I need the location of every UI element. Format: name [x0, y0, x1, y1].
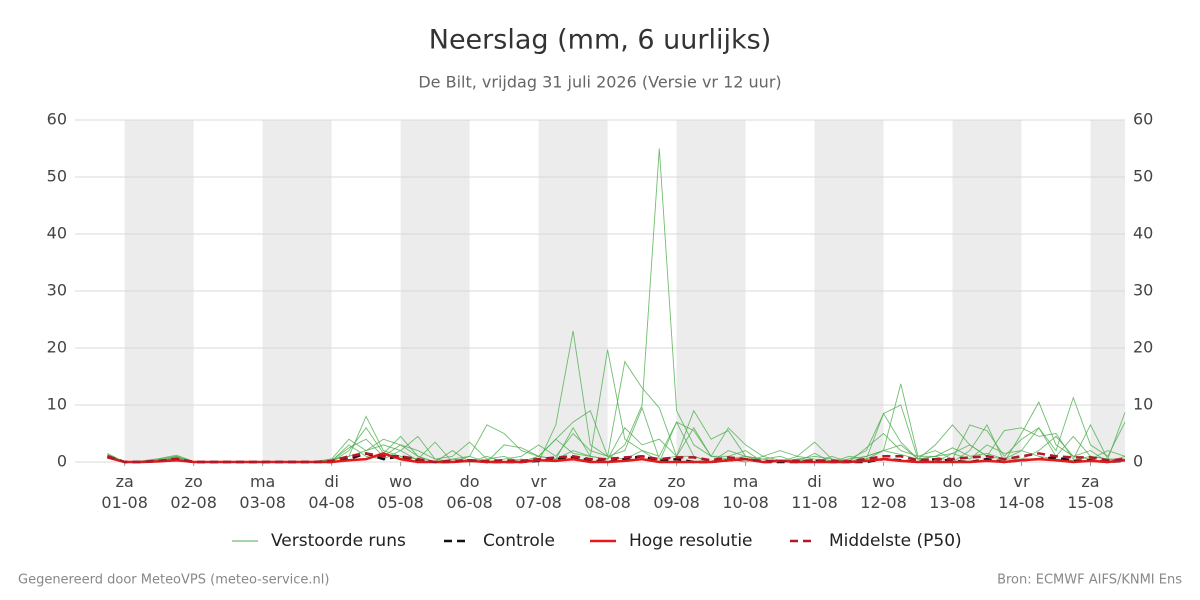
- x-tick-label: za 15-08: [1067, 472, 1114, 512]
- legend-label: Middelste (P50): [829, 531, 962, 551]
- x-tick-label: zo 02-08: [170, 472, 217, 512]
- x-tick-label-line: wo: [872, 472, 895, 491]
- x-tick-label: ma 10-08: [722, 472, 769, 512]
- x-tick-label-line: 06-08: [446, 493, 493, 512]
- y-tick-label: 60: [47, 110, 67, 129]
- x-tick-label: za 01-08: [101, 472, 148, 512]
- y2-tick-label: 10: [1133, 395, 1153, 414]
- y-tick-label: 30: [47, 281, 67, 300]
- x-tick-label-line: za: [598, 472, 616, 491]
- y-tick-label: 40: [47, 224, 67, 243]
- x-tick-label-line: 13-08: [929, 493, 976, 512]
- x-tick-label-line: 14-08: [998, 493, 1045, 512]
- x-tick-label-line: di: [807, 472, 822, 491]
- x-tick-label: di 11-08: [791, 472, 838, 512]
- x-tick-label-line: ma: [250, 472, 275, 491]
- legend-label: Verstoorde runs: [271, 531, 406, 551]
- x-tick-label-line: ma: [733, 472, 758, 491]
- x-tick-label-line: 01-08: [101, 493, 148, 512]
- x-tick-label: ma 03-08: [239, 472, 286, 512]
- x-tick-label-line: do: [943, 472, 963, 491]
- x-tick-label-line: 05-08: [377, 493, 424, 512]
- x-tick-label: vr 14-08: [998, 472, 1045, 512]
- x-tick-label-line: 03-08: [239, 493, 286, 512]
- x-tick-label-line: 10-08: [722, 493, 769, 512]
- x-tick-label-line: 12-08: [860, 493, 907, 512]
- x-tick-label: za 08-08: [584, 472, 631, 512]
- chart-title: Neerslag (mm, 6 uurlijks): [429, 25, 771, 56]
- y2-tick-label: 50: [1133, 167, 1153, 186]
- x-tick-label: di 04-08: [308, 472, 355, 512]
- chart-subtitle: De Bilt, vrijdag 31 juli 2026 (Versie vr…: [418, 73, 781, 92]
- y-tick-label: 10: [47, 395, 67, 414]
- y2-tick-label: 40: [1133, 224, 1153, 243]
- y2-tick-label: 30: [1133, 281, 1153, 300]
- x-tick-label-line: 08-08: [584, 493, 631, 512]
- x-tick-label-line: 11-08: [791, 493, 838, 512]
- footer-right: Bron: ECMWF AIFS/KNMI Ens: [997, 573, 1182, 588]
- y-tick-label: 50: [47, 167, 67, 186]
- y-tick-label: 20: [47, 338, 67, 357]
- x-tick-label-line: vr: [1013, 472, 1029, 491]
- x-tick-label-line: wo: [389, 472, 412, 491]
- y2-tick-label: 60: [1133, 110, 1153, 129]
- x-tick-label-line: 15-08: [1067, 493, 1114, 512]
- x-tick-label-line: 09-08: [653, 493, 700, 512]
- x-tick-label-line: 02-08: [170, 493, 217, 512]
- legend-label: Hoge resolutie: [629, 531, 753, 551]
- x-tick-label-line: zo: [667, 472, 685, 491]
- x-tick-label: vr 07-08: [515, 472, 562, 512]
- x-tick-label-line: za: [116, 472, 134, 491]
- y2-tick-label: 20: [1133, 338, 1153, 357]
- y2-tick-label: 0: [1133, 452, 1143, 471]
- x-tick-label-line: do: [460, 472, 480, 491]
- x-tick-label: do 06-08: [446, 472, 493, 512]
- x-tick-label-line: 07-08: [515, 493, 562, 512]
- series-line: [107, 452, 1126, 464]
- footer-left: Gegenereerd door MeteoVPS (meteo-service…: [18, 573, 329, 588]
- x-tick-label-line: za: [1081, 472, 1099, 491]
- y-tick-label: 0: [57, 452, 67, 471]
- x-tick-label: zo 09-08: [653, 472, 700, 512]
- x-tick-label: do 13-08: [929, 472, 976, 512]
- legend-label: Controle: [483, 531, 555, 551]
- x-tick-label-line: di: [324, 472, 339, 491]
- x-tick-label-line: 04-08: [308, 493, 355, 512]
- x-tick-label-line: zo: [185, 472, 203, 491]
- x-tick-label: wo 12-08: [860, 472, 907, 512]
- x-tick-label: wo 05-08: [377, 472, 424, 512]
- x-tick-label-line: vr: [531, 472, 547, 491]
